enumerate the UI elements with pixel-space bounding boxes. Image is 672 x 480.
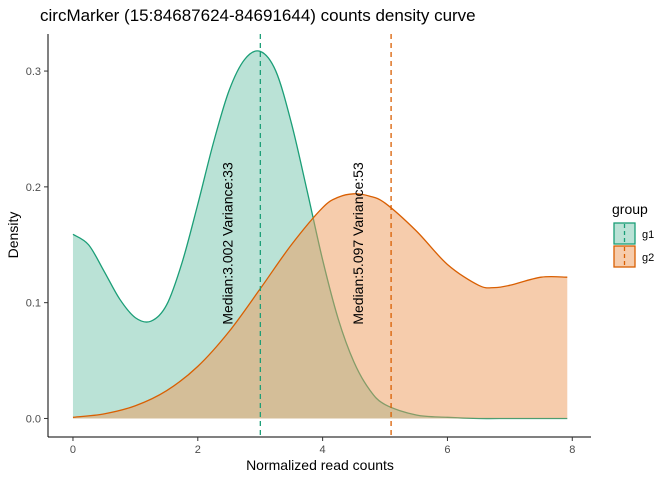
x-tick-label: 4 — [320, 444, 326, 456]
x-tick-label: 0 — [70, 444, 76, 456]
median-label-g1: Median:3.002 Variance:33 — [219, 162, 235, 325]
chart-title: circMarker (15:84687624-84691644) counts… — [40, 6, 476, 25]
legend-label-g1: g1 — [642, 229, 654, 241]
density-area-g1 — [72, 50, 568, 419]
x-tick-label: 2 — [195, 444, 201, 456]
y-tick-label: 0.1 — [26, 298, 41, 310]
x-tick-label: 8 — [569, 444, 575, 456]
y-tick-label: 0.3 — [26, 66, 41, 78]
x-tick-label: 6 — [444, 444, 450, 456]
y-tick-label: 0.0 — [26, 413, 41, 425]
x-axis: 0 2 4 6 8 — [48, 436, 591, 456]
median-label-g2: Median:5.097 Variance:53 — [350, 162, 366, 325]
legend-title: group — [612, 201, 648, 217]
y-tick-label: 0.2 — [26, 182, 41, 194]
legend-label-g2: g2 — [642, 252, 654, 264]
plot-area: Median:3.002 Variance:33 Median:5.097 Var… — [72, 34, 568, 437]
y-axis: 0.0 0.1 0.2 0.3 — [26, 34, 49, 437]
density-area-g2 — [72, 193, 568, 419]
x-axis-title: Normalized read counts — [246, 457, 394, 473]
y-axis-title: Density — [5, 212, 21, 259]
legend: group g1 g2 — [612, 201, 654, 268]
density-line-g2 — [72, 193, 568, 418]
